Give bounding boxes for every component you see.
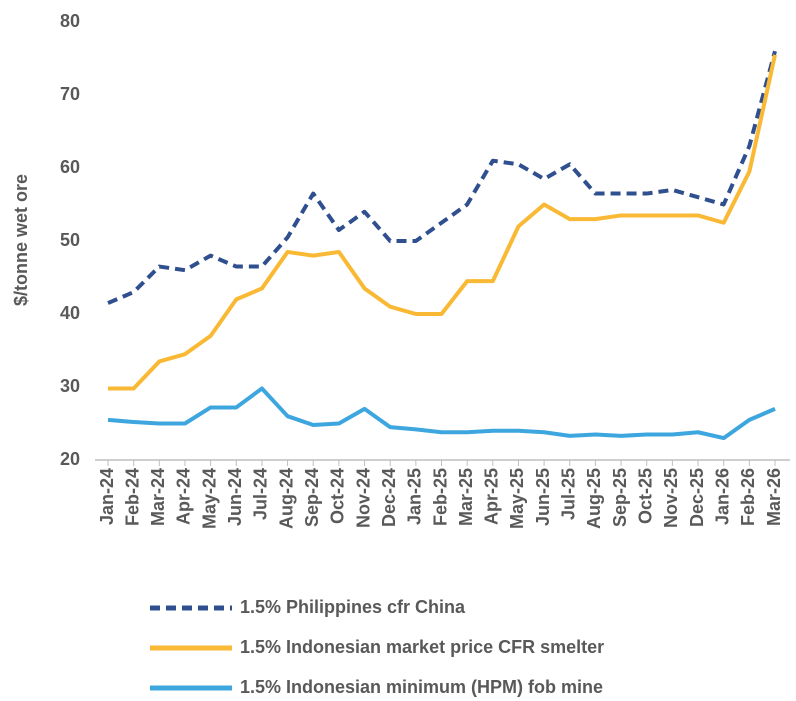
x-tick-label: Jul-24 (251, 468, 271, 520)
x-tick-label: Aug-24 (276, 468, 296, 529)
x-tick-label: Oct-25 (635, 468, 655, 524)
x-tick-label: Jul-25 (559, 468, 579, 520)
x-tick-label: Aug-25 (584, 468, 604, 529)
legend-label: 1.5% Philippines cfr China (240, 597, 466, 617)
y-tick-label: 30 (60, 376, 80, 396)
x-tick-label: Nov-25 (661, 468, 681, 528)
x-tick-label: Jan-24 (97, 468, 117, 525)
x-tick-label: Sep-24 (302, 468, 322, 527)
x-tick-label: Jun-25 (533, 468, 553, 526)
y-tick-label: 50 (60, 230, 80, 250)
x-tick-label: Feb-25 (430, 468, 450, 526)
x-tick-label: Mar-25 (456, 468, 476, 526)
x-tick-label: Dec-25 (687, 468, 707, 527)
series-line (107, 386, 776, 441)
y-axis-label: $/tonne wet ore (11, 174, 31, 306)
x-tick-label: May-24 (199, 468, 219, 529)
x-tick-label: May-25 (507, 468, 527, 529)
x-tick-label: Feb-26 (738, 468, 758, 526)
y-tick-label: 70 (60, 84, 80, 104)
x-tick-label: Feb-24 (122, 468, 142, 526)
x-tick-label: Oct-24 (328, 468, 348, 524)
x-tick-label: Apr-25 (482, 468, 502, 525)
y-tick-label: 60 (60, 157, 80, 177)
y-tick-label: 80 (60, 11, 80, 31)
legend-label: 1.5% Indonesian market price CFR smelter (240, 637, 604, 657)
x-tick-label: Jan-25 (405, 468, 425, 525)
x-tick-label: Mar-26 (764, 468, 784, 526)
legend-label: 1.5% Indonesian minimum (HPM) fob mine (240, 677, 603, 697)
x-tick-label: Sep-25 (610, 468, 630, 527)
x-tick-label: Nov-24 (353, 468, 373, 528)
x-tick-label: Mar-24 (148, 468, 168, 526)
x-tick-label: Dec-24 (379, 468, 399, 527)
series-line (107, 50, 777, 305)
x-tick-label: Jun-24 (225, 468, 245, 526)
series-line (108, 54, 777, 391)
x-tick-label: Apr-24 (174, 468, 194, 525)
y-tick-label: 40 (60, 303, 80, 323)
x-tick-label: Jan-26 (712, 468, 732, 525)
y-tick-label: 20 (60, 449, 80, 469)
